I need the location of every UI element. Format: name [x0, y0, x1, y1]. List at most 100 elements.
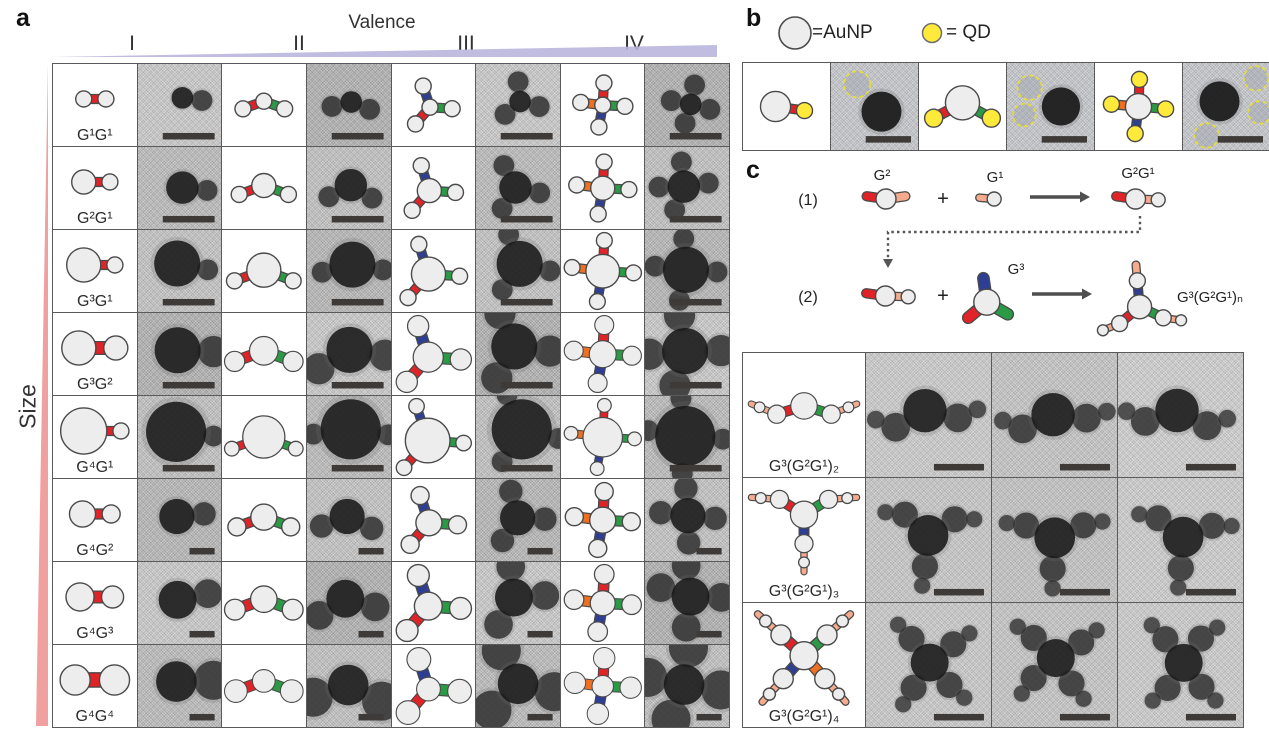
- schematic-cell: [560, 147, 645, 229]
- plus-sign: +: [937, 188, 949, 210]
- scale-bar: [358, 547, 384, 555]
- tem-image-cell: [476, 396, 560, 478]
- tem-image-cell: [137, 230, 222, 312]
- tem-image-cell: [476, 562, 560, 644]
- schematic-cell: [222, 230, 306, 312]
- tem-image-cell: [866, 478, 991, 602]
- molecule-schematic: [398, 235, 468, 307]
- row-label: G⁴G²: [76, 542, 114, 559]
- tem-image-cell: [645, 64, 729, 146]
- tem-image-cell: [137, 562, 222, 644]
- tem-image-cell: [992, 478, 1117, 602]
- schematic-cell: [391, 645, 476, 727]
- tem-image-cell: [476, 64, 560, 146]
- scale-bar: [162, 215, 215, 223]
- schematic-cell: G⁴G⁴: [53, 645, 137, 727]
- molecule-schematic: [923, 85, 1002, 128]
- tem-image-cell: [306, 479, 391, 561]
- scale-bar: [933, 713, 984, 721]
- molecule-schematic: [224, 585, 305, 621]
- schematic-cell: [391, 230, 476, 312]
- tem-image-cell: [866, 603, 991, 727]
- molecule-schematic: [563, 314, 642, 394]
- molecule-schematic: [563, 397, 642, 477]
- schematic-cell: [560, 479, 645, 561]
- molecule-schematic: [59, 407, 130, 455]
- tem-image-cell: [137, 396, 222, 478]
- tem-image-cell: [476, 147, 560, 229]
- scale-bar: [696, 547, 722, 555]
- tem-image-cell: [476, 645, 560, 727]
- schematic-cell: G⁴G³: [53, 562, 137, 644]
- scale-bar: [189, 713, 215, 721]
- tem-image-cell: [306, 147, 391, 229]
- scale-bar: [1185, 463, 1236, 471]
- schematic-cell: G³(G²G¹)₄: [743, 603, 865, 727]
- schematic-cell: [391, 479, 476, 561]
- scale-bar: [670, 464, 722, 472]
- panel-b-strip: [742, 62, 1269, 151]
- scale-bar: [670, 215, 722, 223]
- aunp-legend-icon: [778, 16, 812, 50]
- schematic-cell: G³(G²G¹)₃: [743, 478, 865, 602]
- tem-image-cell: [476, 230, 560, 312]
- molecule-schematic: [753, 610, 855, 706]
- molecule-schematic: [65, 582, 125, 612]
- schematic-cell: G²G¹: [53, 147, 137, 229]
- schematic-cell: [391, 396, 476, 478]
- schematic-cell: [222, 562, 306, 644]
- qd-dashed-outline: [1193, 122, 1220, 149]
- schematic-cell: [743, 63, 830, 150]
- panel-b-label: b: [746, 4, 762, 32]
- molecule-schematic: [402, 156, 464, 220]
- tem-image-cell: [1183, 63, 1269, 150]
- schematic-cell: G³(G²G¹)₂: [743, 353, 865, 477]
- molecule-schematic: [563, 647, 642, 725]
- scale-bar: [500, 132, 553, 140]
- scale-bar: [331, 298, 384, 306]
- qd-legend-icon: [921, 22, 943, 44]
- schematic-cell: [391, 64, 476, 146]
- molecule-schematic: [747, 392, 861, 424]
- schematic-cell: [1095, 63, 1182, 150]
- qd-legend-label: = QD: [946, 22, 991, 43]
- tem-image-cell: [306, 313, 391, 395]
- molecule-schematic: [564, 481, 641, 559]
- scale-bar: [162, 381, 215, 389]
- scale-bar: [527, 713, 553, 721]
- scale-bar: [331, 215, 384, 223]
- tem-image-cell: [306, 562, 391, 644]
- scale-bar: [1041, 136, 1087, 143]
- valence-tick: III: [457, 32, 475, 55]
- tem-image-cell: [1118, 603, 1243, 727]
- scale-bar: [500, 464, 553, 472]
- molecule-schematic: [961, 271, 1015, 325]
- molecule-schematic: [759, 90, 814, 123]
- tem-image-cell: [137, 147, 222, 229]
- scale-bar: [1059, 588, 1110, 596]
- qd-dashed-outline: [1012, 102, 1037, 128]
- tem-image-cell: [1118, 478, 1243, 602]
- scale-bar: [331, 381, 384, 389]
- tem-image-cell: [866, 353, 991, 477]
- species-label: G³(G²G¹)ₙ: [1177, 289, 1243, 306]
- scale-bar: [527, 630, 553, 638]
- valence-tick: I: [129, 32, 135, 55]
- schematic-cell: [560, 562, 645, 644]
- tem-image-cell: [645, 562, 729, 644]
- molecule-schematic: [563, 563, 642, 643]
- molecule-schematic: [224, 415, 305, 459]
- scale-bar: [162, 298, 215, 306]
- molecule-schematic: [224, 335, 304, 373]
- molecule-schematic: [226, 252, 303, 290]
- molecule-schematic: [747, 489, 861, 576]
- scale-bar: [189, 547, 215, 555]
- row-label: G⁴G¹: [76, 459, 114, 476]
- molecule-schematic: [68, 500, 121, 528]
- molecule-schematic: [395, 314, 472, 394]
- scale-bar: [865, 136, 911, 143]
- row-label: G³G¹: [77, 293, 113, 310]
- schematic-cell: [222, 313, 306, 395]
- schematic-cell: [391, 562, 476, 644]
